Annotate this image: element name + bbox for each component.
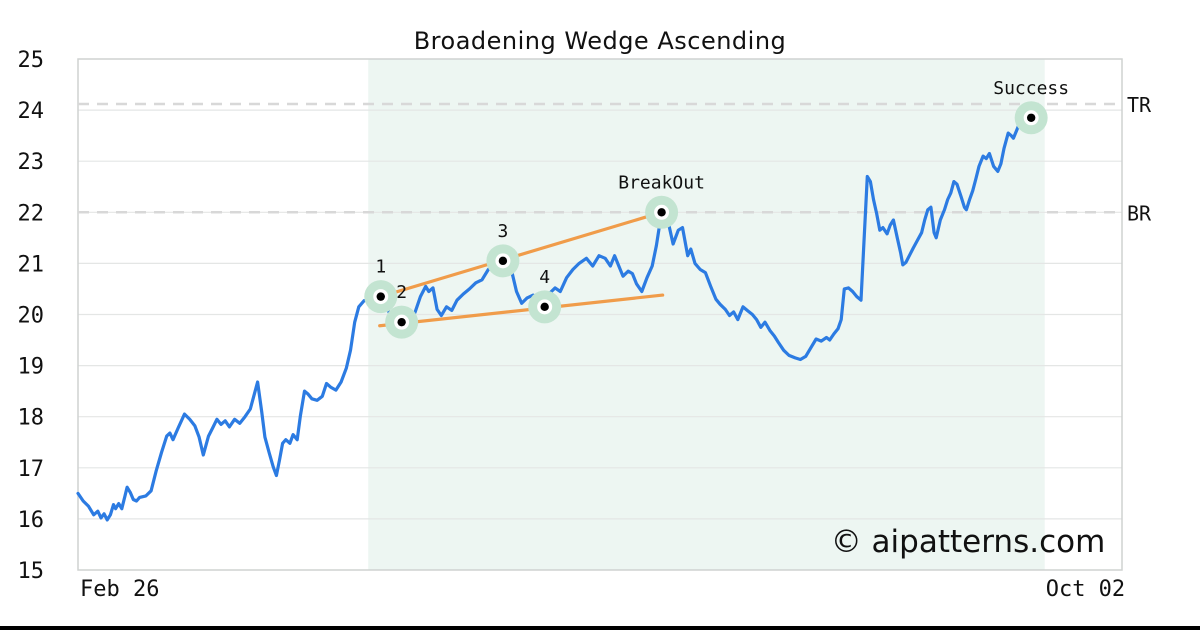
plot-border xyxy=(77,58,1123,571)
watermark: © aipatterns.com xyxy=(831,524,1106,560)
x-tick-label: Oct 02 xyxy=(1046,577,1125,602)
marker-label-2: 2 xyxy=(396,282,407,303)
marker-dot-1 xyxy=(376,292,385,301)
y-tick-label: 15 xyxy=(18,559,45,584)
y-tick-label: 21 xyxy=(18,252,45,277)
y-tick-label: 22 xyxy=(18,201,45,226)
bottom-border-bar xyxy=(0,626,1200,630)
trendline-lower xyxy=(378,293,665,328)
marker-dot-2 xyxy=(397,317,406,327)
price-line xyxy=(76,114,1047,522)
y-tick-label: 17 xyxy=(18,457,45,482)
marker-dot-breakout xyxy=(657,208,666,217)
y-tick-label: 23 xyxy=(18,150,45,175)
marker-label-1: 1 xyxy=(375,257,386,278)
chart-title: Broadening Wedge Ascending xyxy=(413,27,787,55)
y-tick-label: 19 xyxy=(18,355,45,380)
level-label-br: BR xyxy=(1127,201,1152,225)
y-tick-label: 24 xyxy=(18,99,45,124)
marker-dot-success xyxy=(1026,113,1036,122)
marker-label-4: 4 xyxy=(539,267,550,288)
y-tick-label: 25 xyxy=(18,48,45,73)
marker-label-3: 3 xyxy=(497,221,508,242)
trendline-upper xyxy=(379,210,664,299)
marker-label-success: Success xyxy=(993,78,1069,99)
marker-label-breakout: BreakOut xyxy=(618,172,705,193)
x-tick-label: Feb 26 xyxy=(80,577,159,602)
marker-dot-4 xyxy=(540,302,549,312)
marker-dot-3 xyxy=(498,256,508,266)
y-tick-label: 20 xyxy=(18,304,45,329)
y-tick-label: 18 xyxy=(18,406,45,431)
level-label-tr: TR xyxy=(1127,93,1152,117)
y-tick-label: 16 xyxy=(18,508,45,533)
